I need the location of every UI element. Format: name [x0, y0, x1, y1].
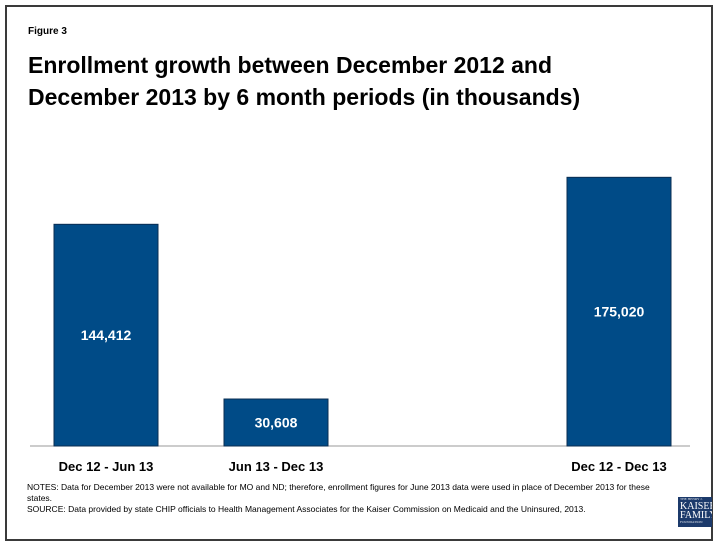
chart-title: Enrollment growth between December 2012 … [28, 52, 581, 110]
category-label: Jun 13 - Dec 13 [228, 459, 324, 474]
category-label: Dec 12 - Dec 13 [571, 459, 667, 474]
figure-label: Figure 3 [28, 26, 67, 37]
notes-block: NOTES: Data for December 2013 were not a… [27, 482, 667, 515]
bar [53, 223, 159, 447]
kaiser-logo: THE HENRY J. KAISER FAMILY FOUNDATION [678, 497, 712, 527]
data-label: 175,020 [594, 304, 645, 320]
logo-line: THE HENRY J. [680, 497, 703, 501]
data-label: 30,608 [255, 415, 298, 431]
data-label: 144,412 [81, 327, 132, 343]
notes-text: NOTES: Data for December 2013 were not a… [27, 482, 650, 503]
category-label: Dec 12 - Jun 13 [58, 459, 154, 474]
source-text: SOURCE: Data provided by state CHIP offi… [27, 504, 586, 514]
logo-line: FAMILY [680, 510, 712, 521]
logo-line: FOUNDATION [680, 520, 703, 524]
logo-line: KAISER [680, 501, 712, 512]
bar [566, 176, 672, 447]
bar [223, 398, 329, 447]
